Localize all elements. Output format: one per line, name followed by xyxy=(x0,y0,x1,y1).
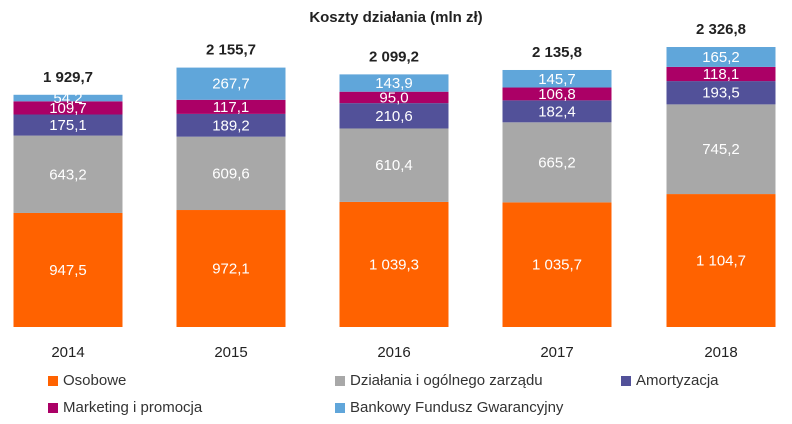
data-label-2014-s0: 947,5 xyxy=(49,262,87,279)
x-tick-2014: 2014 xyxy=(51,344,84,361)
total-label-2018: 2 326,8 xyxy=(696,21,746,38)
data-label-2015-s0: 972,1 xyxy=(212,261,250,278)
data-label-2017-s1: 665,2 xyxy=(538,154,576,171)
data-label-2018-s2: 193,5 xyxy=(702,85,740,102)
data-label-2018-s0: 1 104,7 xyxy=(696,253,746,270)
bar-segment-2018-s1 xyxy=(666,104,776,195)
bar-segment-2015-s1 xyxy=(176,136,286,211)
data-label-2015-s3: 117,1 xyxy=(213,99,249,116)
bar-segment-2017-s0 xyxy=(502,202,612,327)
data-label-2018-s3: 118,1 xyxy=(703,66,739,83)
data-label-2015-s1: 609,6 xyxy=(212,165,250,182)
x-axis-ticks: 2014 2015 2016 2017 2018 xyxy=(51,344,737,361)
data-label-2018-s1: 745,2 xyxy=(702,141,740,158)
data-label-2016-s3: 95,0 xyxy=(379,89,408,106)
data-label-2017-s0: 1 035,7 xyxy=(532,257,582,274)
bar-segment-2018-s0 xyxy=(666,194,776,327)
bars-group: 947,5643,2175,1109,754,2972,1609,6189,21… xyxy=(13,47,776,327)
x-tick-2015: 2015 xyxy=(214,344,247,361)
data-label-2017-s4: 145,7 xyxy=(538,71,576,88)
totals-group: 1 929,7 2 155,7 2 099,2 2 135,8 2 326,8 xyxy=(43,21,746,86)
data-label-2016-s2: 210,6 xyxy=(375,108,413,125)
bar-segment-2014-s2 xyxy=(13,114,123,136)
bar-segment-2015-s2 xyxy=(176,113,286,137)
bar-segment-2014-s3 xyxy=(13,101,123,115)
data-label-2015-s4: 267,7 xyxy=(212,76,250,93)
data-label-2014-s1: 643,2 xyxy=(49,166,87,183)
x-tick-2017: 2017 xyxy=(540,344,573,361)
data-label-2014-s3: 109,7 xyxy=(49,100,87,117)
bar-segment-2014-s1 xyxy=(13,135,123,213)
data-label-2017-s2: 182,4 xyxy=(538,103,576,120)
bar-segment-2017-s3 xyxy=(502,87,612,101)
bar-segment-2014-s4 xyxy=(13,94,123,102)
data-label-2014-s2: 175,1 xyxy=(49,117,87,134)
bar-segment-2017-s4 xyxy=(502,69,612,88)
data-label-2018-s4: 165,2 xyxy=(702,49,740,66)
data-label-2016-s1: 610,4 xyxy=(375,157,413,174)
data-label-2016-s0: 1 039,3 xyxy=(369,256,419,273)
bar-segment-2016-s1 xyxy=(339,128,449,202)
bar-segment-2018-s3 xyxy=(666,66,776,82)
data-label-2017-s3: 106,8 xyxy=(538,86,576,103)
data-label-2014-s4: 54,2 xyxy=(53,90,82,107)
bar-segment-2016-s2 xyxy=(339,103,449,129)
bar-segment-2015-s0 xyxy=(176,210,286,327)
bar-segment-2014-s0 xyxy=(13,212,123,327)
bar-segment-2016-s3 xyxy=(339,91,449,104)
bar-segment-2017-s2 xyxy=(502,100,612,123)
x-tick-2016: 2016 xyxy=(377,344,410,361)
bar-segment-2016-s0 xyxy=(339,201,449,327)
total-label-2015: 2 155,7 xyxy=(206,42,256,59)
bar-segment-2018-s4 xyxy=(666,47,776,67)
total-label-2016: 2 099,2 xyxy=(369,48,419,65)
total-label-2017: 2 135,8 xyxy=(532,44,582,61)
bar-segment-2016-s4 xyxy=(339,74,449,92)
bar-segment-2015-s4 xyxy=(176,67,286,100)
bar-segment-2017-s1 xyxy=(502,122,612,203)
chart-title: Koszty działania (mln zł) xyxy=(309,9,482,26)
bar-segment-2015-s3 xyxy=(176,99,286,114)
total-label-2014: 1 929,7 xyxy=(43,69,93,86)
bar-segment-2018-s2 xyxy=(666,81,776,105)
data-label-2015-s2: 189,2 xyxy=(212,117,250,134)
x-tick-2018: 2018 xyxy=(704,344,737,361)
data-label-2016-s4: 143,9 xyxy=(375,75,413,92)
